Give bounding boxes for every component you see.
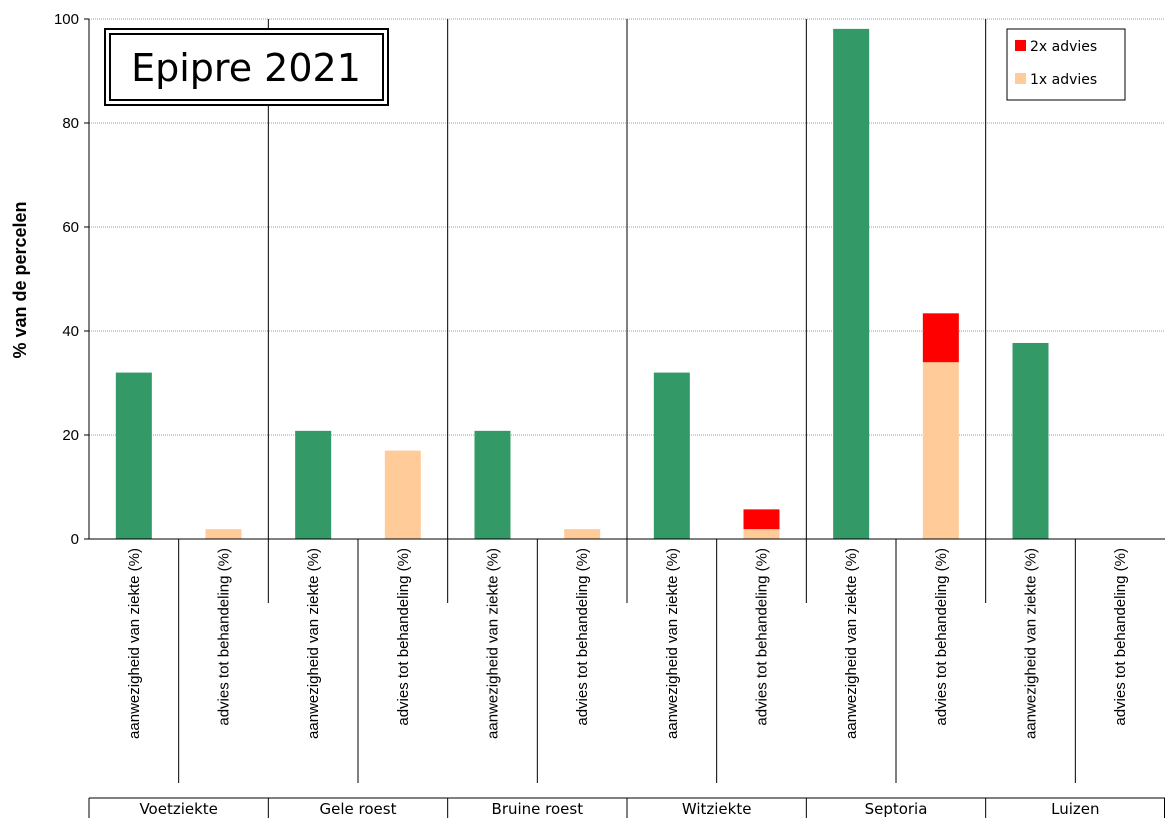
legend-label-2x: 2x advies	[1030, 39, 1097, 55]
legend: 2x advies 1x advies	[1006, 28, 1126, 101]
bar-advice-1x	[564, 529, 601, 539]
y-tick-label: 60	[62, 219, 79, 236]
group-label: Voetziekte	[139, 800, 217, 818]
bar-presence	[653, 372, 690, 539]
category-label: aanwezigheid van ziekte (%)	[1023, 548, 1040, 739]
y-tick-label: 0	[71, 531, 79, 548]
group-labels: Voetziekte Gele roest Bruine roest Witziekt…	[139, 800, 1099, 818]
category-label: advies tot behandeling (%)	[216, 548, 233, 726]
bar-advice-1x	[743, 529, 780, 539]
bar-advice-2x	[922, 313, 959, 363]
y-tick-label: 80	[62, 115, 79, 132]
bar-advice-1x	[384, 450, 421, 539]
group-label: Gele roest	[320, 800, 397, 818]
group-label: Luizen	[1051, 800, 1099, 818]
bar-advice-2x	[743, 509, 780, 530]
bar-presence	[115, 372, 152, 539]
category-label: advies tot behandeling (%)	[933, 548, 950, 726]
category-label: aanwezigheid van ziekte (%)	[664, 548, 681, 739]
legend-label-1x: 1x advies	[1030, 72, 1097, 88]
y-tick-label: 40	[62, 323, 79, 340]
bar-presence	[474, 430, 511, 539]
group-label: Bruine roest	[492, 800, 584, 818]
y-tick-label: 100	[54, 11, 79, 28]
category-label: advies tot behandeling (%)	[1112, 548, 1129, 726]
category-label: advies tot behandeling (%)	[574, 548, 591, 726]
axes	[84, 18, 1165, 818]
group-label: Witziekte	[682, 800, 752, 818]
category-label: aanwezigheid van ziekte (%)	[843, 548, 860, 739]
title-box: Epipre 2021	[104, 28, 389, 106]
bar-presence	[833, 28, 870, 539]
bar-advice-1x	[922, 362, 959, 539]
legend-swatch-2x	[1015, 40, 1026, 51]
category-label: aanwezigheid van ziekte (%)	[126, 548, 143, 739]
bar-presence	[1012, 342, 1049, 539]
category-labels: aanwezigheid van ziekte (%) advies tot be…	[126, 548, 1129, 739]
category-label: advies tot behandeling (%)	[395, 548, 412, 726]
y-tick-label: 20	[62, 427, 79, 444]
legend-swatch-1x	[1015, 73, 1026, 84]
category-label: aanwezigheid van ziekte (%)	[485, 548, 502, 739]
bars	[115, 28, 1049, 539]
y-tick-labels: 0 20 40 60 80 100	[54, 11, 79, 548]
category-label: aanwezigheid van ziekte (%)	[305, 548, 322, 739]
y-axis-label: % van de percelen	[10, 201, 30, 358]
chart-title: Epipre 2021	[131, 46, 361, 90]
bar-presence	[295, 430, 332, 539]
category-label: advies tot behandeling (%)	[754, 548, 771, 726]
bar-advice-1x	[205, 529, 242, 539]
group-label: Septoria	[865, 800, 928, 818]
